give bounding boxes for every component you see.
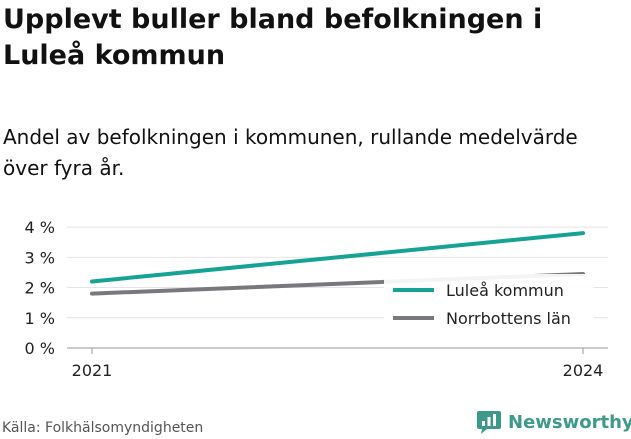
legend-background: [384, 274, 594, 334]
series-line-lule-kommun: [90, 231, 585, 284]
chart-title: Upplevt buller bland befolkningen i Lule…: [3, 4, 543, 71]
bar-chart-logo-icon: [477, 411, 501, 434]
legend: Luleå kommun Norrbottens län: [384, 274, 594, 334]
x-tick-label: 2021: [72, 361, 113, 380]
y-tick-label: 1 %: [25, 309, 55, 328]
source-note: Källa: Folkhälsomyndigheten: [2, 420, 204, 436]
x-tick-label: 2024: [563, 361, 604, 380]
y-axis-tick-labels: 0 % 1 % 2 % 3 % 4 %: [25, 218, 55, 358]
y-tick-label: 4 %: [25, 218, 55, 237]
line-chart: 0 % 1 % 2 % 3 % 4 % 2021 2024 Luleå kommun Nor…: [25, 218, 608, 380]
y-tick-label: 0 %: [25, 339, 55, 358]
chart-subtitle: Andel av befolkningen i kommunen, rullan…: [3, 125, 578, 180]
brand-name: Newsworthy: [508, 411, 631, 433]
brand-logo: Newsworthy: [476, 409, 631, 435]
y-tick-label: 2 %: [25, 279, 55, 298]
y-tick-label: 3 %: [25, 248, 55, 267]
x-axis: 2021 2024: [72, 348, 604, 380]
legend-label: Luleå kommun: [446, 281, 564, 300]
legend-label: Norrbottens län: [446, 309, 571, 328]
